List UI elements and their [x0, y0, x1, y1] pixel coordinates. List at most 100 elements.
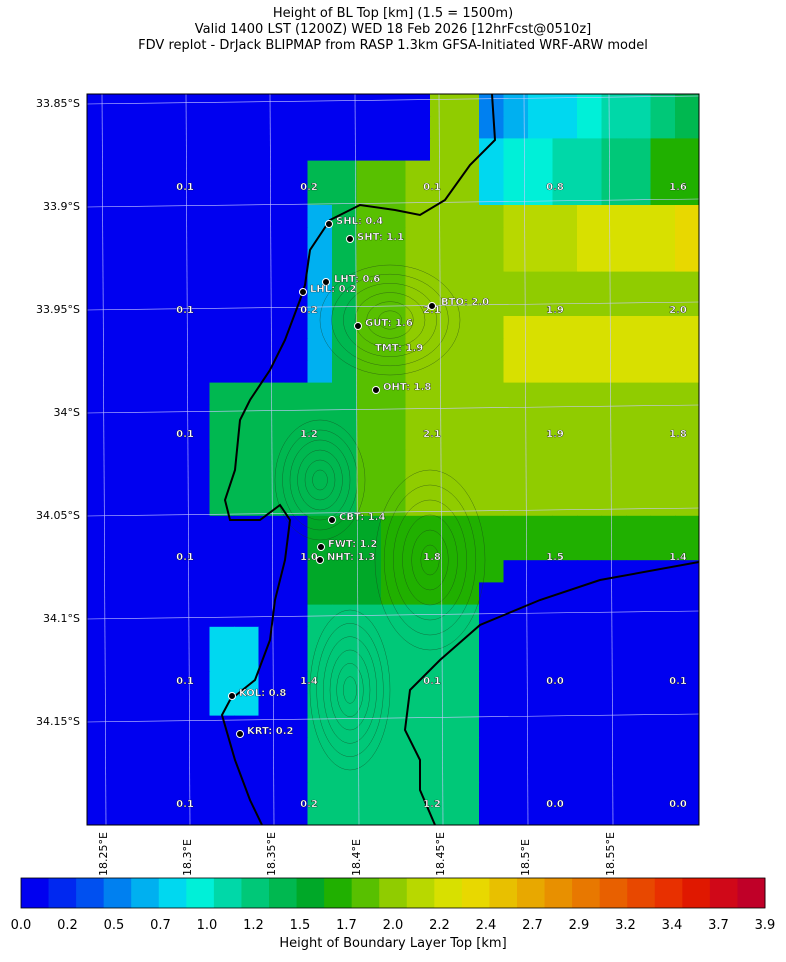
raster-cell — [405, 649, 431, 672]
raster-cell — [430, 538, 456, 561]
raster-cell — [405, 205, 431, 228]
raster-cell — [528, 205, 554, 228]
raster-cell — [503, 804, 529, 825]
raster-cell — [87, 338, 113, 361]
raster-cell — [552, 471, 578, 495]
raster-cell — [209, 671, 235, 694]
raster-cell — [381, 604, 407, 628]
raster-cell — [307, 693, 333, 717]
raster-cell — [405, 138, 431, 162]
raster-cell — [528, 404, 554, 428]
raster-cell — [381, 471, 407, 495]
raster-cell — [307, 760, 333, 783]
raster-cell — [185, 560, 211, 583]
raster-cell — [528, 116, 554, 139]
raster-cell — [405, 94, 431, 117]
raster-cell — [626, 804, 652, 825]
raster-cell — [552, 316, 578, 339]
station-dot — [299, 288, 307, 296]
raster-cell — [503, 316, 529, 339]
raster-cell — [626, 737, 652, 761]
raster-cell — [209, 338, 235, 361]
raster-cell — [503, 182, 529, 206]
raster-cell — [405, 160, 431, 184]
raster-cell — [405, 249, 431, 273]
raster-cell — [87, 604, 113, 628]
longitude-label: 18.35°E — [265, 832, 278, 876]
raster-cell — [479, 804, 505, 825]
raster-cell — [381, 404, 407, 428]
raster-cell — [626, 649, 652, 672]
raster-cell — [160, 427, 186, 450]
colorbar-tick-label: 1.2 — [243, 918, 264, 933]
grid-value: 0.1 — [176, 305, 194, 316]
raster-cell — [503, 782, 529, 805]
raster-cell — [601, 138, 627, 162]
raster-cell — [552, 182, 578, 206]
raster-cell — [577, 316, 603, 339]
raster-cell — [552, 804, 578, 825]
raster-cell — [136, 449, 162, 472]
raster-cell — [136, 737, 162, 761]
raster-cell — [136, 271, 162, 295]
raster-cell — [283, 760, 309, 783]
raster-cell — [258, 538, 284, 561]
raster-cell — [650, 316, 676, 339]
raster-cell — [234, 804, 260, 825]
raster-cell — [160, 560, 186, 583]
colorbar-swatch — [76, 878, 105, 908]
raster-cell — [381, 449, 407, 472]
raster-cell — [307, 94, 333, 117]
raster-cell — [503, 604, 529, 628]
raster-cell — [601, 715, 627, 739]
raster-cell — [136, 538, 162, 561]
raster-cell — [185, 538, 211, 561]
raster-cell — [381, 316, 407, 339]
grid-value: 1.6 — [669, 182, 687, 193]
raster-cell — [283, 205, 309, 228]
raster-cell — [307, 182, 333, 206]
raster-cell — [87, 515, 113, 539]
station-label: LHT: 0.6 — [334, 274, 380, 285]
raster-cell — [111, 693, 137, 717]
raster-cell — [405, 604, 431, 628]
colorbar-tick-label: 0.7 — [150, 918, 171, 933]
raster-cell — [626, 338, 652, 361]
raster-cell — [503, 205, 529, 228]
raster-cell — [307, 471, 333, 495]
raster-cell — [552, 715, 578, 739]
raster-cell — [307, 626, 333, 650]
raster-cell — [136, 360, 162, 384]
raster-cell — [552, 760, 578, 783]
raster-cell — [185, 582, 211, 606]
raster-cell — [87, 471, 113, 495]
contour-line — [329, 649, 371, 731]
raster-cell — [650, 182, 676, 206]
colorbar-label: Height of Boundary Layer Top [km] — [279, 936, 507, 951]
raster-cell — [552, 271, 578, 295]
raster-cell — [111, 404, 137, 428]
raster-cell — [503, 249, 529, 273]
raster-cell — [626, 715, 652, 739]
raster-cell — [136, 671, 162, 694]
raster-cell — [136, 493, 162, 517]
raster-cell — [601, 804, 627, 825]
contour-line — [374, 469, 486, 651]
station-dot — [228, 692, 236, 700]
raster-cell — [209, 560, 235, 583]
raster-cell — [381, 560, 407, 583]
colorbar-swatch — [241, 878, 270, 908]
raster-cell — [479, 649, 505, 672]
raster-cell — [675, 227, 699, 250]
raster-cell — [454, 138, 480, 162]
raster-cell — [626, 271, 652, 295]
raster-cell — [356, 538, 382, 561]
raster-cell — [454, 737, 480, 761]
contour-line — [282, 429, 358, 531]
raster-cell — [209, 116, 235, 139]
raster-cell — [381, 582, 407, 606]
raster-cell — [111, 560, 137, 583]
longitude-line — [523, 94, 529, 825]
raster-cell — [430, 160, 456, 184]
